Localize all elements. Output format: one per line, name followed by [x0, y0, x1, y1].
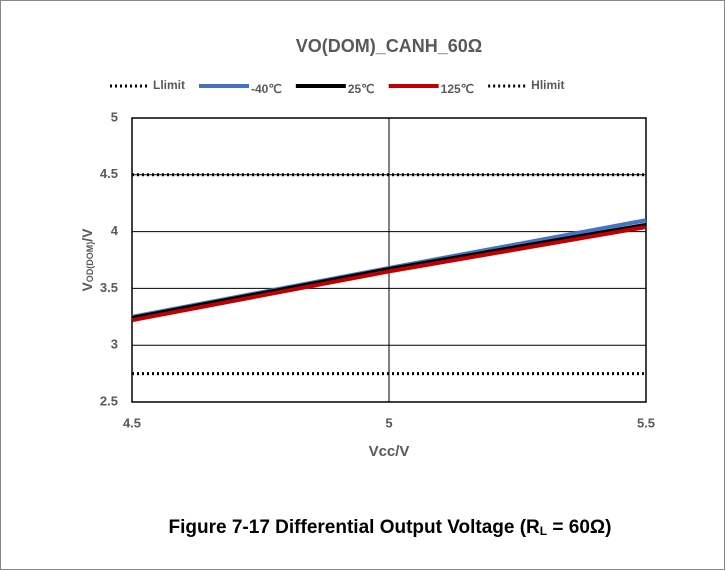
y-label-unit: /V — [79, 228, 95, 242]
plot-border — [131, 117, 647, 403]
x-tick-label: 5 — [385, 415, 392, 430]
legend-label: Llimit — [153, 78, 185, 92]
caption: Figure 7-17 Differential Output Voltage … — [169, 517, 612, 538]
y-tick-label: 4.5 — [100, 166, 118, 181]
y-tick-label: 3.5 — [100, 280, 118, 295]
legend-label: 125℃ — [441, 82, 475, 96]
plot — [131, 117, 647, 403]
y-axis-label: VOD(DOM)/V — [79, 228, 96, 292]
y-tick-label: 4 — [111, 223, 119, 238]
x-axis-label: Vcc/V — [369, 443, 410, 460]
y-tick-label: 2.5 — [100, 393, 118, 408]
x-tick-label: 5.5 — [637, 415, 655, 430]
legend-label: Hlimit — [531, 78, 564, 92]
y-label-sub: OD(DOM) — [85, 242, 95, 283]
y-tick-label: 3 — [111, 337, 118, 352]
series-line — [131, 222, 647, 320]
caption-end: = 60Ω) — [547, 517, 611, 538]
x-tick-label: 4.5 — [123, 415, 141, 430]
legend-label: -40℃ — [251, 82, 282, 96]
y-tick-label: 5 — [111, 109, 118, 124]
legend-label: 25℃ — [348, 82, 375, 96]
series-line — [131, 225, 647, 323]
caption-main: Figure 7-17 Differential Output Voltage … — [169, 517, 541, 538]
legend: Llimit -40℃ 25℃ 125℃ Hlimit — [110, 78, 565, 96]
y-label-main: V — [79, 282, 95, 292]
caption-sub: L — [540, 524, 547, 538]
chart-title: VO(DOM)_CANH_60Ω — [296, 36, 482, 56]
